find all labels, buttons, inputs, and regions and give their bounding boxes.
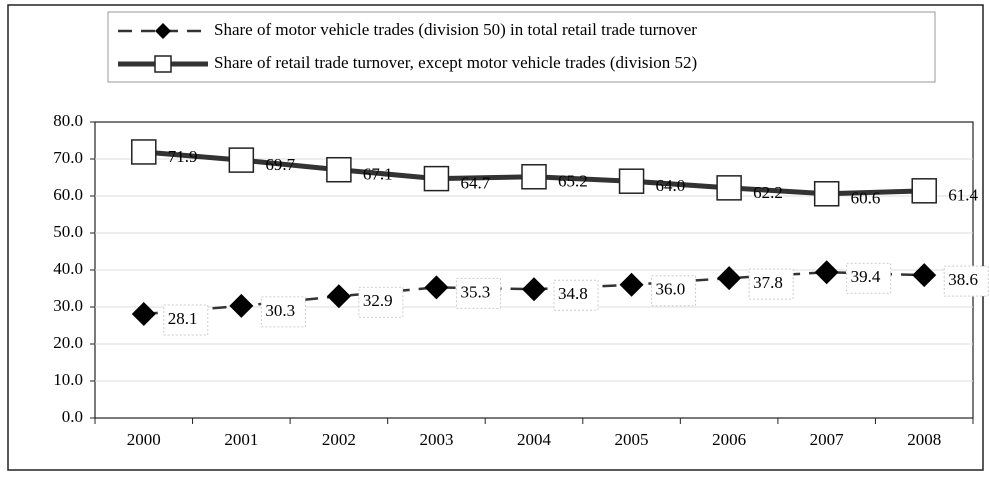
marker: [326, 156, 352, 183]
marker: [228, 147, 255, 173]
marker: [813, 181, 840, 207]
label-box: [553, 279, 599, 311]
y-tick-label: 50.0: [53, 222, 83, 241]
marker: [131, 139, 157, 165]
label-box: [846, 262, 892, 294]
marker: [229, 293, 254, 318]
marker: [912, 263, 937, 288]
marker: [716, 175, 742, 201]
y-tick-label: 20.0: [53, 333, 83, 352]
label-box: [455, 277, 501, 309]
data-label: 64.7: [460, 174, 490, 193]
data-label: 30.3: [265, 301, 295, 320]
legend-marker: [154, 55, 172, 73]
data-label: 64.0: [656, 176, 686, 195]
label-box: [163, 304, 209, 336]
data-label: 62.2: [753, 183, 783, 202]
data-label: 60.6: [851, 189, 881, 208]
label-box: [943, 265, 989, 297]
data-label: 37.8: [753, 273, 783, 292]
marker: [326, 284, 351, 309]
x-tick-label: 2004: [517, 430, 552, 449]
data-label: 36.0: [656, 280, 686, 299]
x-tick-label: 2003: [419, 430, 453, 449]
label-box: [748, 268, 794, 300]
label-box: [358, 286, 404, 318]
legend-label: Share of motor vehicle trades (division …: [214, 20, 697, 39]
data-label: 32.9: [363, 291, 393, 310]
y-tick-label: 10.0: [53, 370, 83, 389]
y-tick-label: 0.0: [62, 407, 83, 426]
x-tick-label: 2002: [322, 430, 356, 449]
marker: [618, 168, 645, 194]
marker: [423, 165, 450, 192]
label-box: [260, 296, 306, 328]
x-tick-label: 2006: [712, 430, 746, 449]
x-tick-label: 2001: [224, 430, 258, 449]
data-label: 28.1: [168, 309, 198, 328]
data-label: 34.8: [558, 284, 588, 303]
marker: [619, 272, 644, 297]
y-tick-label: 30.0: [53, 296, 83, 315]
marker: [717, 266, 742, 291]
data-label: 61.4: [948, 186, 978, 205]
data-label: 69.7: [265, 155, 295, 174]
y-tick-label: 80.0: [53, 111, 83, 130]
x-tick-label: 2008: [907, 430, 941, 449]
marker: [814, 260, 839, 285]
marker: [424, 275, 449, 300]
marker: [911, 178, 937, 204]
data-label: 65.2: [558, 172, 588, 191]
x-tick-label: 2000: [127, 430, 161, 449]
label-box: [651, 275, 697, 307]
y-tick-label: 60.0: [53, 185, 83, 204]
data-label: 71.9: [168, 147, 198, 166]
x-tick-label: 2005: [615, 430, 649, 449]
data-label: 35.3: [460, 282, 490, 301]
data-label: 67.1: [363, 165, 393, 184]
y-tick-label: 70.0: [53, 148, 83, 167]
marker: [521, 164, 547, 190]
legend-box: [107, 11, 936, 83]
y-tick-label: 40.0: [53, 259, 83, 278]
data-label: 38.6: [948, 270, 978, 289]
x-tick-label: 2007: [810, 430, 845, 449]
data-label: 39.4: [851, 267, 881, 286]
marker: [522, 277, 546, 302]
marker: [131, 302, 156, 327]
legend-marker: [155, 23, 171, 39]
legend-label: Share of retail trade turnover, except m…: [214, 53, 697, 72]
